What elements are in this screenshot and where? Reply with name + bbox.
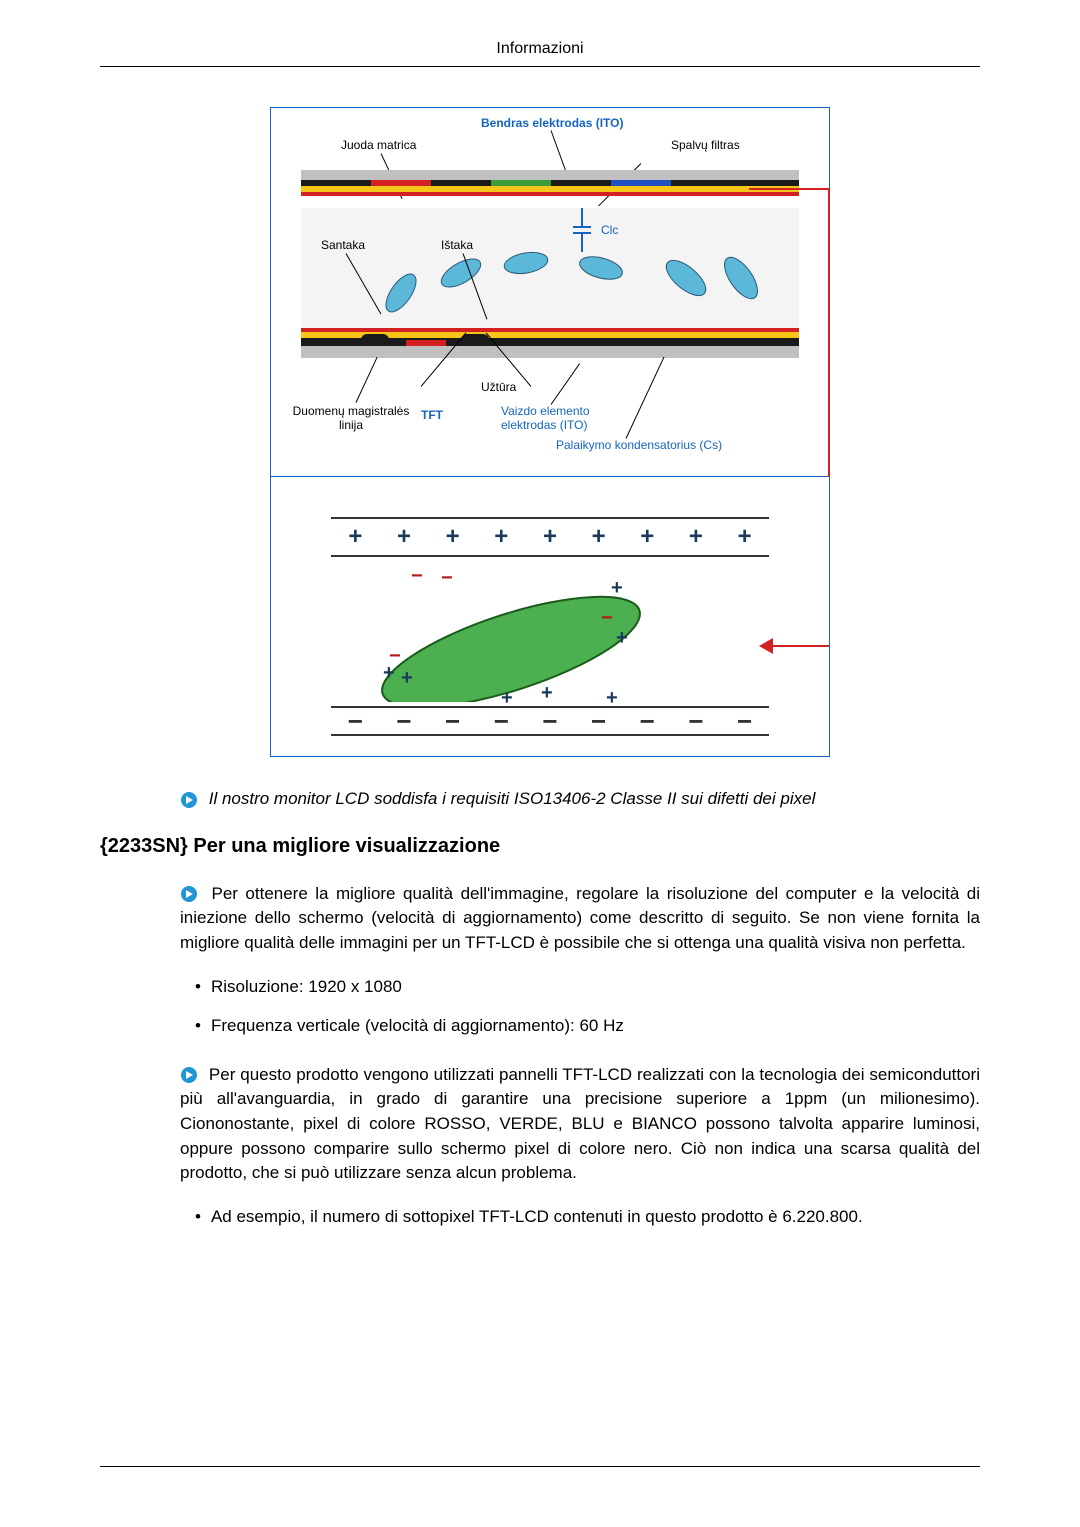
label-spalvu: Spalvų filtras <box>671 138 740 152</box>
red-connector-h <box>749 188 829 190</box>
header-title: Informazioni <box>496 40 583 57</box>
arrow-icon <box>180 885 198 903</box>
red-enter <box>769 645 829 647</box>
para2-text: Per questo prodotto vengono utilizzati p… <box>180 1065 980 1183</box>
minus-electrode: −−−−−−−−− <box>331 706 769 736</box>
tft-diagram: Bendras elektrodas (ITO) Juoda matrica S… <box>270 107 830 757</box>
label-tft: TFT <box>421 408 443 422</box>
label-santaka: Santaka <box>321 238 365 252</box>
layer-align-top <box>301 192 799 196</box>
bullet-resolution: Risoluzione: 1920 x 1080 <box>180 974 980 1000</box>
section-heading: {2233SN} Per una migliore visualizzazion… <box>100 835 980 858</box>
para1-block: Per ottenere la migliore qualità dell'im… <box>180 882 980 1039</box>
page-header: Informazioni <box>100 40 980 67</box>
para1-text: Per ottenere la migliore qualità dell'im… <box>180 884 980 952</box>
label-vaizdo: Vaizdo elemento elektrodas (ITO) <box>501 404 621 432</box>
para2-block: Per questo prodotto vengono utilizzati p… <box>180 1063 980 1230</box>
note-content: Il nostro monitor LCD soddisfa i requisi… <box>209 789 816 808</box>
label-duomenu: Duomenų magistralės linija <box>291 404 411 432</box>
bullets2: Ad esempio, il numero di sottopixel TFT-… <box>180 1204 980 1230</box>
tft-source <box>461 334 489 346</box>
plus-electrode: +++++++++ <box>331 517 769 557</box>
label-bendras: Bendras elektrodas (ITO) <box>481 116 624 130</box>
label-juoda: Juoda matrica <box>341 138 416 152</box>
layer-glass-top <box>301 170 799 180</box>
lc-molecules <box>351 223 771 318</box>
bullet-subpixels: Ad esempio, il numero di sottopixel TFT-… <box>180 1204 980 1230</box>
label-uztura: Užtūra <box>481 380 516 394</box>
bullets1: Risoluzione: 1920 x 1080 Frequenza verti… <box>180 974 980 1039</box>
leader <box>551 363 580 405</box>
leader <box>626 357 665 439</box>
para2: Per questo prodotto vengono utilizzati p… <box>180 1063 980 1186</box>
label-palaikymo: Palaikymo kondensatorius (Cs) <box>556 438 722 452</box>
leader <box>356 357 378 403</box>
note-text: Il nostro monitor LCD soddisfa i requisi… <box>180 787 980 811</box>
tft-drain <box>361 334 389 346</box>
arrow-icon <box>180 1066 198 1084</box>
diagram-cross-section: Bendras elektrodas (ITO) Juoda matrica S… <box>270 107 830 477</box>
note-block: Il nostro monitor LCD soddisfa i requisi… <box>180 787 980 811</box>
para1: Per ottenere la migliore qualità dell'im… <box>180 882 980 956</box>
diagram-molecule: +++++++++ − − + − + + + − + + + −−−−−−−−… <box>270 477 830 757</box>
label-istaka: Ištaka <box>441 238 473 252</box>
arrow-head-icon <box>759 638 773 654</box>
bullet-frequency: Frequenza verticale (velocità di aggiorn… <box>180 1013 980 1039</box>
footer-rule <box>100 1466 980 1467</box>
arrow-icon <box>180 791 198 809</box>
